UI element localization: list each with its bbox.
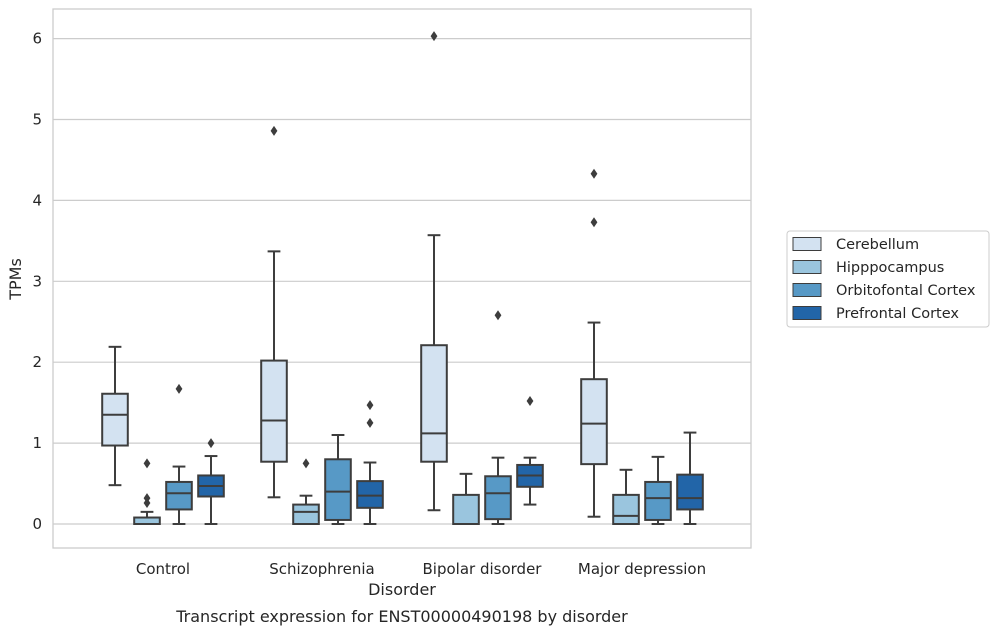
chart-caption: Transcript expression for ENST0000049019… bbox=[175, 607, 628, 626]
x-tick-label: Schizophrenia bbox=[269, 560, 374, 578]
legend-label: Orbitofontal Cortex bbox=[836, 283, 976, 299]
box-hipppocampus-2 bbox=[452, 472, 480, 526]
box-orbitofontal-cortex-0 bbox=[165, 383, 193, 525]
x-tick-label: Control bbox=[136, 560, 190, 578]
outlier-point bbox=[526, 396, 534, 407]
box-body bbox=[101, 392, 129, 447]
box-cerebellum-3 bbox=[580, 168, 608, 518]
outlier-point bbox=[366, 400, 374, 411]
x-tick-label: Major depression bbox=[578, 560, 706, 578]
outlier-point bbox=[590, 168, 598, 179]
legend-swatch bbox=[792, 260, 822, 274]
outlier-point bbox=[302, 458, 310, 469]
box-body bbox=[324, 458, 352, 521]
x-tick-label: Bipolar disorder bbox=[423, 560, 543, 578]
legend-label: Prefrontal Cortex bbox=[836, 306, 959, 322]
outlier-point bbox=[270, 125, 278, 136]
y-tick-label: 1 bbox=[32, 434, 42, 452]
y-tick-label: 0 bbox=[32, 515, 42, 533]
box-body bbox=[484, 475, 512, 521]
box-body bbox=[676, 473, 704, 511]
outlier-point bbox=[143, 458, 151, 469]
y-tick-label: 3 bbox=[32, 272, 42, 290]
y-tick-label: 4 bbox=[32, 191, 42, 209]
box-orbitofontal-cortex-1 bbox=[324, 434, 352, 525]
box-body bbox=[356, 480, 384, 509]
legend-frame bbox=[786, 230, 990, 328]
y-tick-label: 5 bbox=[32, 111, 42, 129]
boxes bbox=[101, 31, 704, 526]
box-hipppocampus-0 bbox=[133, 458, 161, 526]
legend-swatch bbox=[792, 237, 822, 251]
x-axis-ticks: Control Schizophrenia Bipolar disorder Majo… bbox=[136, 560, 706, 578]
outlier-point bbox=[207, 438, 215, 449]
legend-label: Hipppocampus bbox=[836, 260, 944, 276]
outlier-point bbox=[590, 217, 598, 228]
outlier-point bbox=[143, 493, 151, 504]
box-orbitofontal-cortex-3 bbox=[644, 455, 672, 525]
plot-area-frame bbox=[52, 8, 752, 549]
y-tick-label: 6 bbox=[32, 30, 42, 48]
box-body bbox=[292, 503, 320, 526]
box-prefrontal-cortex-2 bbox=[516, 396, 544, 506]
box-prefrontal-cortex-1 bbox=[356, 400, 384, 525]
box-cerebellum-0 bbox=[101, 345, 129, 487]
x-axis-label: Disorder bbox=[368, 580, 436, 599]
box-cerebellum-1 bbox=[260, 125, 288, 499]
box-cerebellum-2 bbox=[420, 31, 448, 512]
legend-swatch bbox=[792, 283, 822, 297]
y-tick-label: 2 bbox=[32, 353, 42, 371]
legend-entries: Cerebellum Hipppocampus Orbitofontal Corte… bbox=[792, 237, 976, 322]
box-orbitofontal-cortex-2 bbox=[484, 310, 512, 525]
box-body bbox=[580, 378, 608, 466]
box-body bbox=[165, 480, 193, 511]
outlier-point bbox=[175, 383, 183, 394]
legend-swatch bbox=[792, 306, 822, 320]
box-body bbox=[420, 344, 448, 463]
box-body bbox=[452, 493, 480, 526]
outlier-point bbox=[494, 310, 502, 321]
y-axis-ticks: 0 1 2 3 4 5 6 bbox=[32, 30, 42, 533]
legend: Cerebellum Hipppocampus Orbitofontal Corte… bbox=[786, 230, 990, 328]
box-hipppocampus-3 bbox=[612, 468, 640, 526]
y-axis-label: TPMs bbox=[6, 258, 25, 301]
box-body bbox=[644, 480, 672, 521]
outlier-point bbox=[366, 417, 374, 428]
box-hipppocampus-1 bbox=[292, 458, 320, 526]
box-prefrontal-cortex-3 bbox=[676, 431, 704, 525]
box-body bbox=[260, 359, 288, 463]
grid-lines bbox=[53, 37, 751, 525]
outlier-point bbox=[430, 31, 438, 42]
box-prefrontal-cortex-0 bbox=[197, 438, 225, 525]
box-body bbox=[612, 493, 640, 526]
legend-label: Cerebellum bbox=[836, 237, 919, 253]
